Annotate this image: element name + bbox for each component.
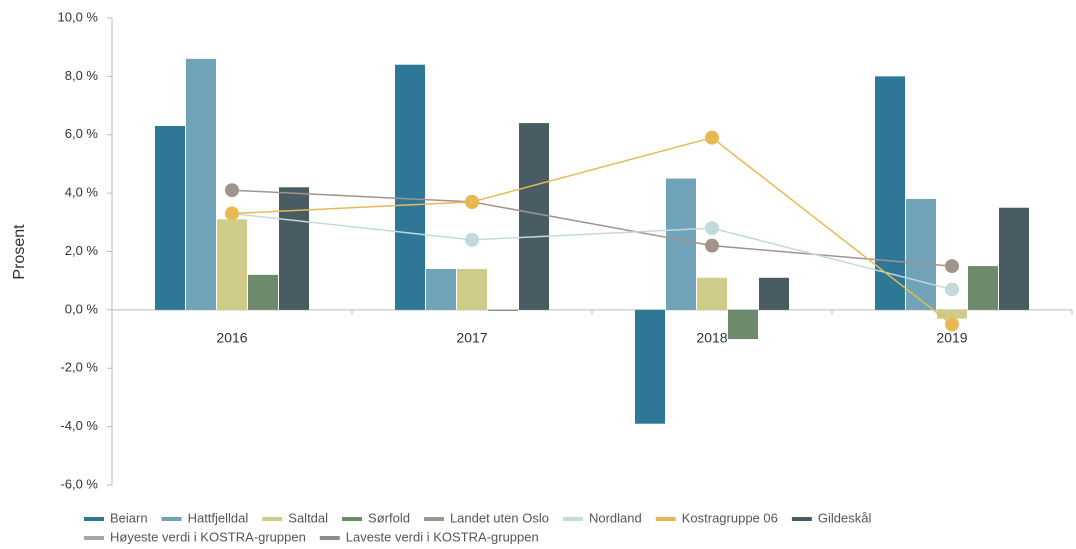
bar xyxy=(999,207,1029,310)
legend-label: Laveste verdi i KOSTRA-gruppen xyxy=(346,529,539,544)
line-marker xyxy=(225,183,239,198)
bar xyxy=(728,309,758,340)
bar xyxy=(248,274,278,310)
line-marker xyxy=(225,206,239,221)
bar xyxy=(697,277,727,310)
bar xyxy=(666,178,696,310)
y-tick-label: -4,0 % xyxy=(60,418,98,433)
bar xyxy=(635,309,665,424)
line xyxy=(231,136,953,326)
bar xyxy=(217,219,247,310)
legend-label: Sørfold xyxy=(368,510,410,525)
y-tick-label: -6,0 % xyxy=(60,476,98,491)
y-tick-label: 4,0 % xyxy=(65,185,99,200)
legend-label: Saltdal xyxy=(288,510,328,525)
bar xyxy=(395,64,425,310)
line-marker xyxy=(705,130,719,145)
x-tick-label: 2017 xyxy=(456,330,487,346)
legend-label: Kostragruppe 06 xyxy=(682,510,778,525)
bar xyxy=(875,76,905,310)
bar xyxy=(186,58,216,310)
y-tick-label: 8,0 % xyxy=(65,68,99,83)
line-marker xyxy=(705,238,719,253)
x-tick-label: 2016 xyxy=(216,330,247,346)
line-marker xyxy=(945,259,959,274)
legend-label: Gildeskål xyxy=(818,510,872,525)
line-marker xyxy=(945,317,959,332)
y-tick-label: 6,0 % xyxy=(65,126,99,141)
bar xyxy=(906,198,936,310)
legend-label: Beiarn xyxy=(110,510,148,525)
bar xyxy=(519,123,549,310)
bar xyxy=(968,266,998,310)
bar xyxy=(488,309,518,311)
x-tick-label: 2018 xyxy=(696,330,727,346)
bar xyxy=(759,277,789,310)
line xyxy=(231,212,953,291)
legend-label: Hattfjelldal xyxy=(188,510,249,525)
y-axis-label: Prosent xyxy=(11,224,28,280)
bar xyxy=(937,309,967,319)
bar xyxy=(457,269,487,310)
y-tick-label: 2,0 % xyxy=(65,243,99,258)
bar xyxy=(279,187,309,310)
bar xyxy=(426,269,456,310)
y-tick-label: 0,0 % xyxy=(65,301,99,316)
y-tick-label: -2,0 % xyxy=(60,360,98,375)
legend-label: Landet uten Oslo xyxy=(450,510,549,525)
bar xyxy=(155,125,185,310)
line-marker xyxy=(465,232,479,247)
line xyxy=(231,189,953,267)
y-tick-label: 10,0 % xyxy=(58,9,99,24)
legend-label: Høyeste verdi i KOSTRA-gruppen xyxy=(110,529,306,544)
line-marker xyxy=(945,282,959,297)
legend-label: Nordland xyxy=(589,510,642,525)
line-marker xyxy=(465,194,479,209)
x-tick-label: 2019 xyxy=(936,330,967,346)
line-marker xyxy=(705,221,719,236)
